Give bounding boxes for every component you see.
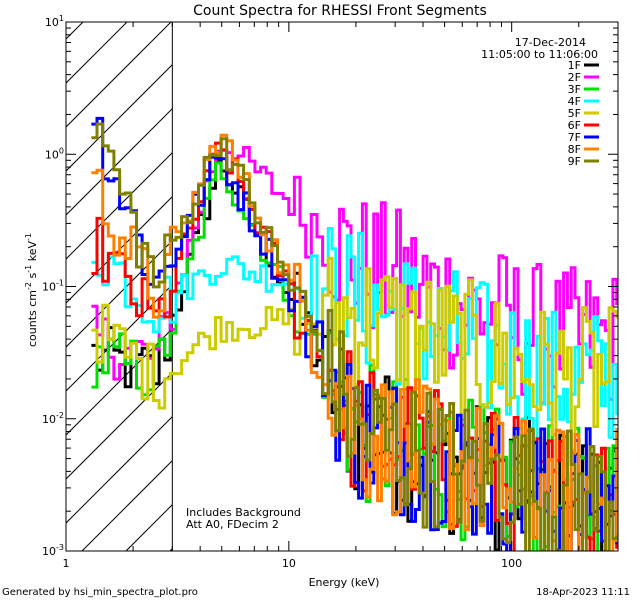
- legend-label-3F: 3F: [568, 83, 581, 96]
- series-5F: [91, 256, 618, 452]
- y-tick-label: 10-2: [42, 411, 64, 426]
- x-tick-label: 1: [63, 557, 70, 570]
- series-4F: [91, 227, 618, 445]
- legend-label-1F: 1F: [568, 59, 581, 72]
- legend-date: 17-Dec-2014: [515, 36, 586, 49]
- x-axis-label: Energy (keV): [309, 576, 380, 589]
- series-group: [91, 116, 618, 551]
- y-tick-label: 10-1: [42, 279, 64, 294]
- legend-label-8F: 8F: [568, 143, 581, 156]
- legend-label-7F: 7F: [568, 131, 581, 144]
- legend-label-9F: 9F: [568, 155, 581, 168]
- axis-ticks: 1 10 100 10-3 10-2 10-1 100 101: [42, 14, 619, 570]
- legend-label-5F: 5F: [568, 107, 581, 120]
- y-tick-label: 101: [45, 14, 64, 29]
- series-7F: [91, 116, 618, 551]
- annotation-attenuator: Att A0, FDecim 2: [186, 518, 279, 531]
- legend-label-6F: 6F: [568, 119, 581, 132]
- y-axis-label: counts cm-2 s-1 keV-1: [24, 233, 39, 347]
- legend-time-range: 11:05:00 to 11:06:00: [481, 48, 598, 61]
- hatch-line: [66, 22, 172, 128]
- hatch-line: [66, 22, 128, 84]
- y-tick-label: 10-3: [42, 543, 64, 558]
- series-9F: [91, 122, 618, 551]
- legend-label-2F: 2F: [568, 71, 581, 84]
- y-tick-label: 100: [45, 146, 64, 161]
- annotation-background: Includes Background: [186, 506, 301, 519]
- legend-label-4F: 4F: [568, 95, 581, 108]
- footer-generated-by: Generated by hsi_min_spectra_plot.pro: [2, 587, 198, 598]
- x-tick-label: 10: [282, 557, 296, 570]
- footer-timestamp: 18-Apr-2023 11:11: [536, 587, 630, 598]
- chart-title: Count Spectra for RHESSI Front Segments: [193, 3, 487, 19]
- x-tick-label: 100: [501, 557, 522, 570]
